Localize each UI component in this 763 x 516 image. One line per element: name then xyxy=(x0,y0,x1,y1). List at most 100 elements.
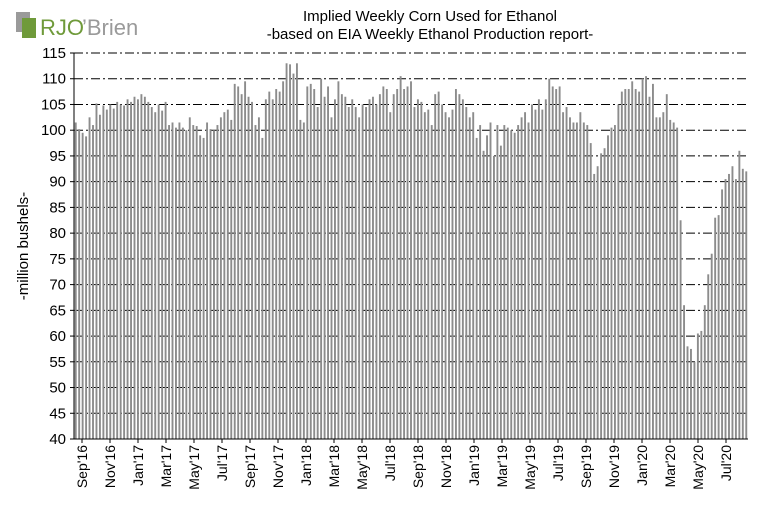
x-tick-label: Sep'18 xyxy=(410,445,426,488)
bar xyxy=(202,137,205,440)
y-tick-label: 115 xyxy=(42,45,66,62)
bar xyxy=(482,150,485,440)
x-tick-label: May'20 xyxy=(690,445,706,490)
bar xyxy=(451,109,454,440)
bar xyxy=(257,117,260,439)
bar xyxy=(468,117,471,439)
x-tick-label: May'18 xyxy=(354,445,370,490)
bar xyxy=(648,96,651,439)
rjo-brien-logo: RJO ’Brien xyxy=(16,12,138,40)
bar xyxy=(734,179,737,439)
bar xyxy=(289,64,291,439)
bar xyxy=(119,104,122,439)
bar xyxy=(358,117,361,439)
bar xyxy=(665,94,668,440)
bar xyxy=(98,114,101,439)
y-tick-label: 55 xyxy=(49,354,66,371)
bar xyxy=(579,112,582,439)
bar xyxy=(178,122,181,439)
bar xyxy=(385,89,388,439)
bar xyxy=(378,94,381,440)
bar xyxy=(558,86,561,439)
logo-text-second: ’Brien xyxy=(82,15,138,40)
bar xyxy=(510,130,513,439)
bar xyxy=(441,104,444,439)
bar xyxy=(527,122,530,439)
bar xyxy=(126,99,129,439)
y-tick-label: 45 xyxy=(49,405,66,422)
bar xyxy=(410,81,412,439)
bar xyxy=(354,107,357,439)
bar xyxy=(237,86,240,439)
x-tick-label: Nov'19 xyxy=(606,445,622,488)
bar xyxy=(489,122,492,439)
bar xyxy=(123,105,126,439)
bar xyxy=(555,89,558,439)
bar xyxy=(313,89,316,439)
bar xyxy=(271,99,274,439)
bar xyxy=(109,104,112,439)
bar xyxy=(309,83,312,439)
bar xyxy=(461,99,464,439)
bar xyxy=(520,117,523,439)
bar xyxy=(493,155,495,439)
bar xyxy=(102,105,105,439)
bar xyxy=(299,119,302,439)
bar xyxy=(420,101,423,439)
bar xyxy=(206,122,209,439)
bar xyxy=(499,145,502,439)
bar xyxy=(382,86,385,439)
bar xyxy=(327,86,329,439)
bar xyxy=(524,112,527,439)
y-tick-label: 100 xyxy=(41,122,66,139)
bar xyxy=(330,117,333,439)
bar xyxy=(396,89,399,439)
bar xyxy=(437,91,440,439)
bar xyxy=(133,96,136,439)
x-tick-label: Jul'20 xyxy=(718,445,734,481)
bar xyxy=(213,130,215,439)
bar xyxy=(340,94,343,440)
x-tick-label: Jan'19 xyxy=(466,445,482,486)
bar xyxy=(88,117,91,439)
bar xyxy=(95,103,98,439)
bar xyxy=(275,89,278,439)
x-tick-label: Nov'17 xyxy=(270,445,286,488)
bar xyxy=(185,130,188,439)
x-tick-label: May'19 xyxy=(522,445,538,490)
bar xyxy=(496,125,499,440)
bar xyxy=(423,112,426,439)
bar xyxy=(368,99,371,439)
bar xyxy=(316,107,319,439)
bar xyxy=(168,125,170,440)
bar xyxy=(738,150,741,440)
bar xyxy=(223,112,226,439)
bar xyxy=(247,96,250,439)
bar xyxy=(430,125,433,440)
bar xyxy=(140,94,143,440)
x-tick-label: Jul'19 xyxy=(550,445,566,481)
bar xyxy=(375,104,378,439)
bar xyxy=(503,125,506,440)
bar xyxy=(164,101,167,439)
bar xyxy=(607,135,609,439)
bar xyxy=(620,91,623,439)
bar xyxy=(136,99,139,439)
bar xyxy=(78,129,81,440)
bar xyxy=(565,107,568,439)
bar xyxy=(282,81,285,439)
bar xyxy=(683,305,686,439)
bar xyxy=(306,86,309,439)
x-tick-label: Sep'19 xyxy=(578,445,594,488)
bar xyxy=(264,99,267,439)
x-tick-label: May'17 xyxy=(186,445,202,490)
bar xyxy=(161,110,164,439)
bar xyxy=(589,143,592,439)
bar xyxy=(295,63,298,439)
bar xyxy=(85,136,88,439)
bar xyxy=(157,104,160,439)
bar xyxy=(365,107,368,439)
bar xyxy=(669,119,672,439)
bar xyxy=(192,125,195,440)
y-tick-label: 50 xyxy=(49,380,66,397)
